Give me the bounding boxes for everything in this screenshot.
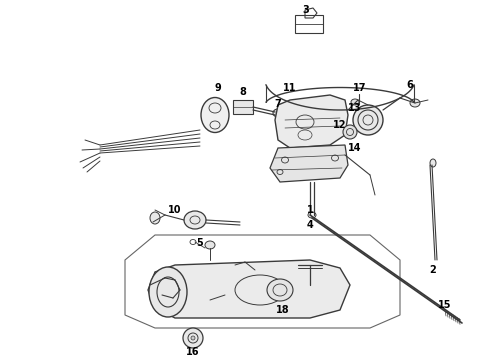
Text: 16: 16 bbox=[186, 347, 200, 357]
Ellipse shape bbox=[290, 285, 300, 295]
Ellipse shape bbox=[351, 99, 359, 105]
Text: 11: 11 bbox=[283, 83, 297, 93]
Bar bbox=[233, 100, 253, 114]
Text: 4: 4 bbox=[307, 220, 314, 230]
Text: 13: 13 bbox=[348, 103, 362, 113]
Ellipse shape bbox=[184, 211, 206, 229]
Text: 1: 1 bbox=[307, 205, 314, 215]
Text: 15: 15 bbox=[438, 300, 452, 310]
Text: 12: 12 bbox=[333, 120, 347, 130]
Text: 14: 14 bbox=[348, 143, 362, 153]
Ellipse shape bbox=[343, 125, 357, 139]
Ellipse shape bbox=[410, 99, 420, 107]
Text: 7: 7 bbox=[274, 99, 281, 109]
Text: 8: 8 bbox=[240, 87, 246, 97]
Text: 18: 18 bbox=[276, 305, 290, 315]
Ellipse shape bbox=[254, 269, 276, 287]
Text: 9: 9 bbox=[215, 83, 221, 93]
Bar bbox=[295, 15, 323, 33]
Ellipse shape bbox=[205, 241, 215, 249]
Polygon shape bbox=[148, 260, 350, 318]
Text: 6: 6 bbox=[407, 80, 414, 90]
Ellipse shape bbox=[150, 212, 160, 224]
Ellipse shape bbox=[201, 98, 229, 132]
Text: 2: 2 bbox=[430, 265, 437, 275]
Polygon shape bbox=[270, 145, 348, 182]
Ellipse shape bbox=[267, 279, 293, 301]
Text: 5: 5 bbox=[196, 238, 203, 248]
Text: 17: 17 bbox=[353, 83, 367, 93]
Ellipse shape bbox=[430, 159, 436, 167]
Ellipse shape bbox=[353, 105, 383, 135]
Ellipse shape bbox=[149, 267, 187, 317]
Text: 3: 3 bbox=[303, 5, 309, 15]
Polygon shape bbox=[275, 95, 348, 148]
Ellipse shape bbox=[191, 336, 195, 340]
Ellipse shape bbox=[273, 109, 283, 117]
Text: 10: 10 bbox=[168, 205, 182, 215]
Ellipse shape bbox=[183, 328, 203, 348]
